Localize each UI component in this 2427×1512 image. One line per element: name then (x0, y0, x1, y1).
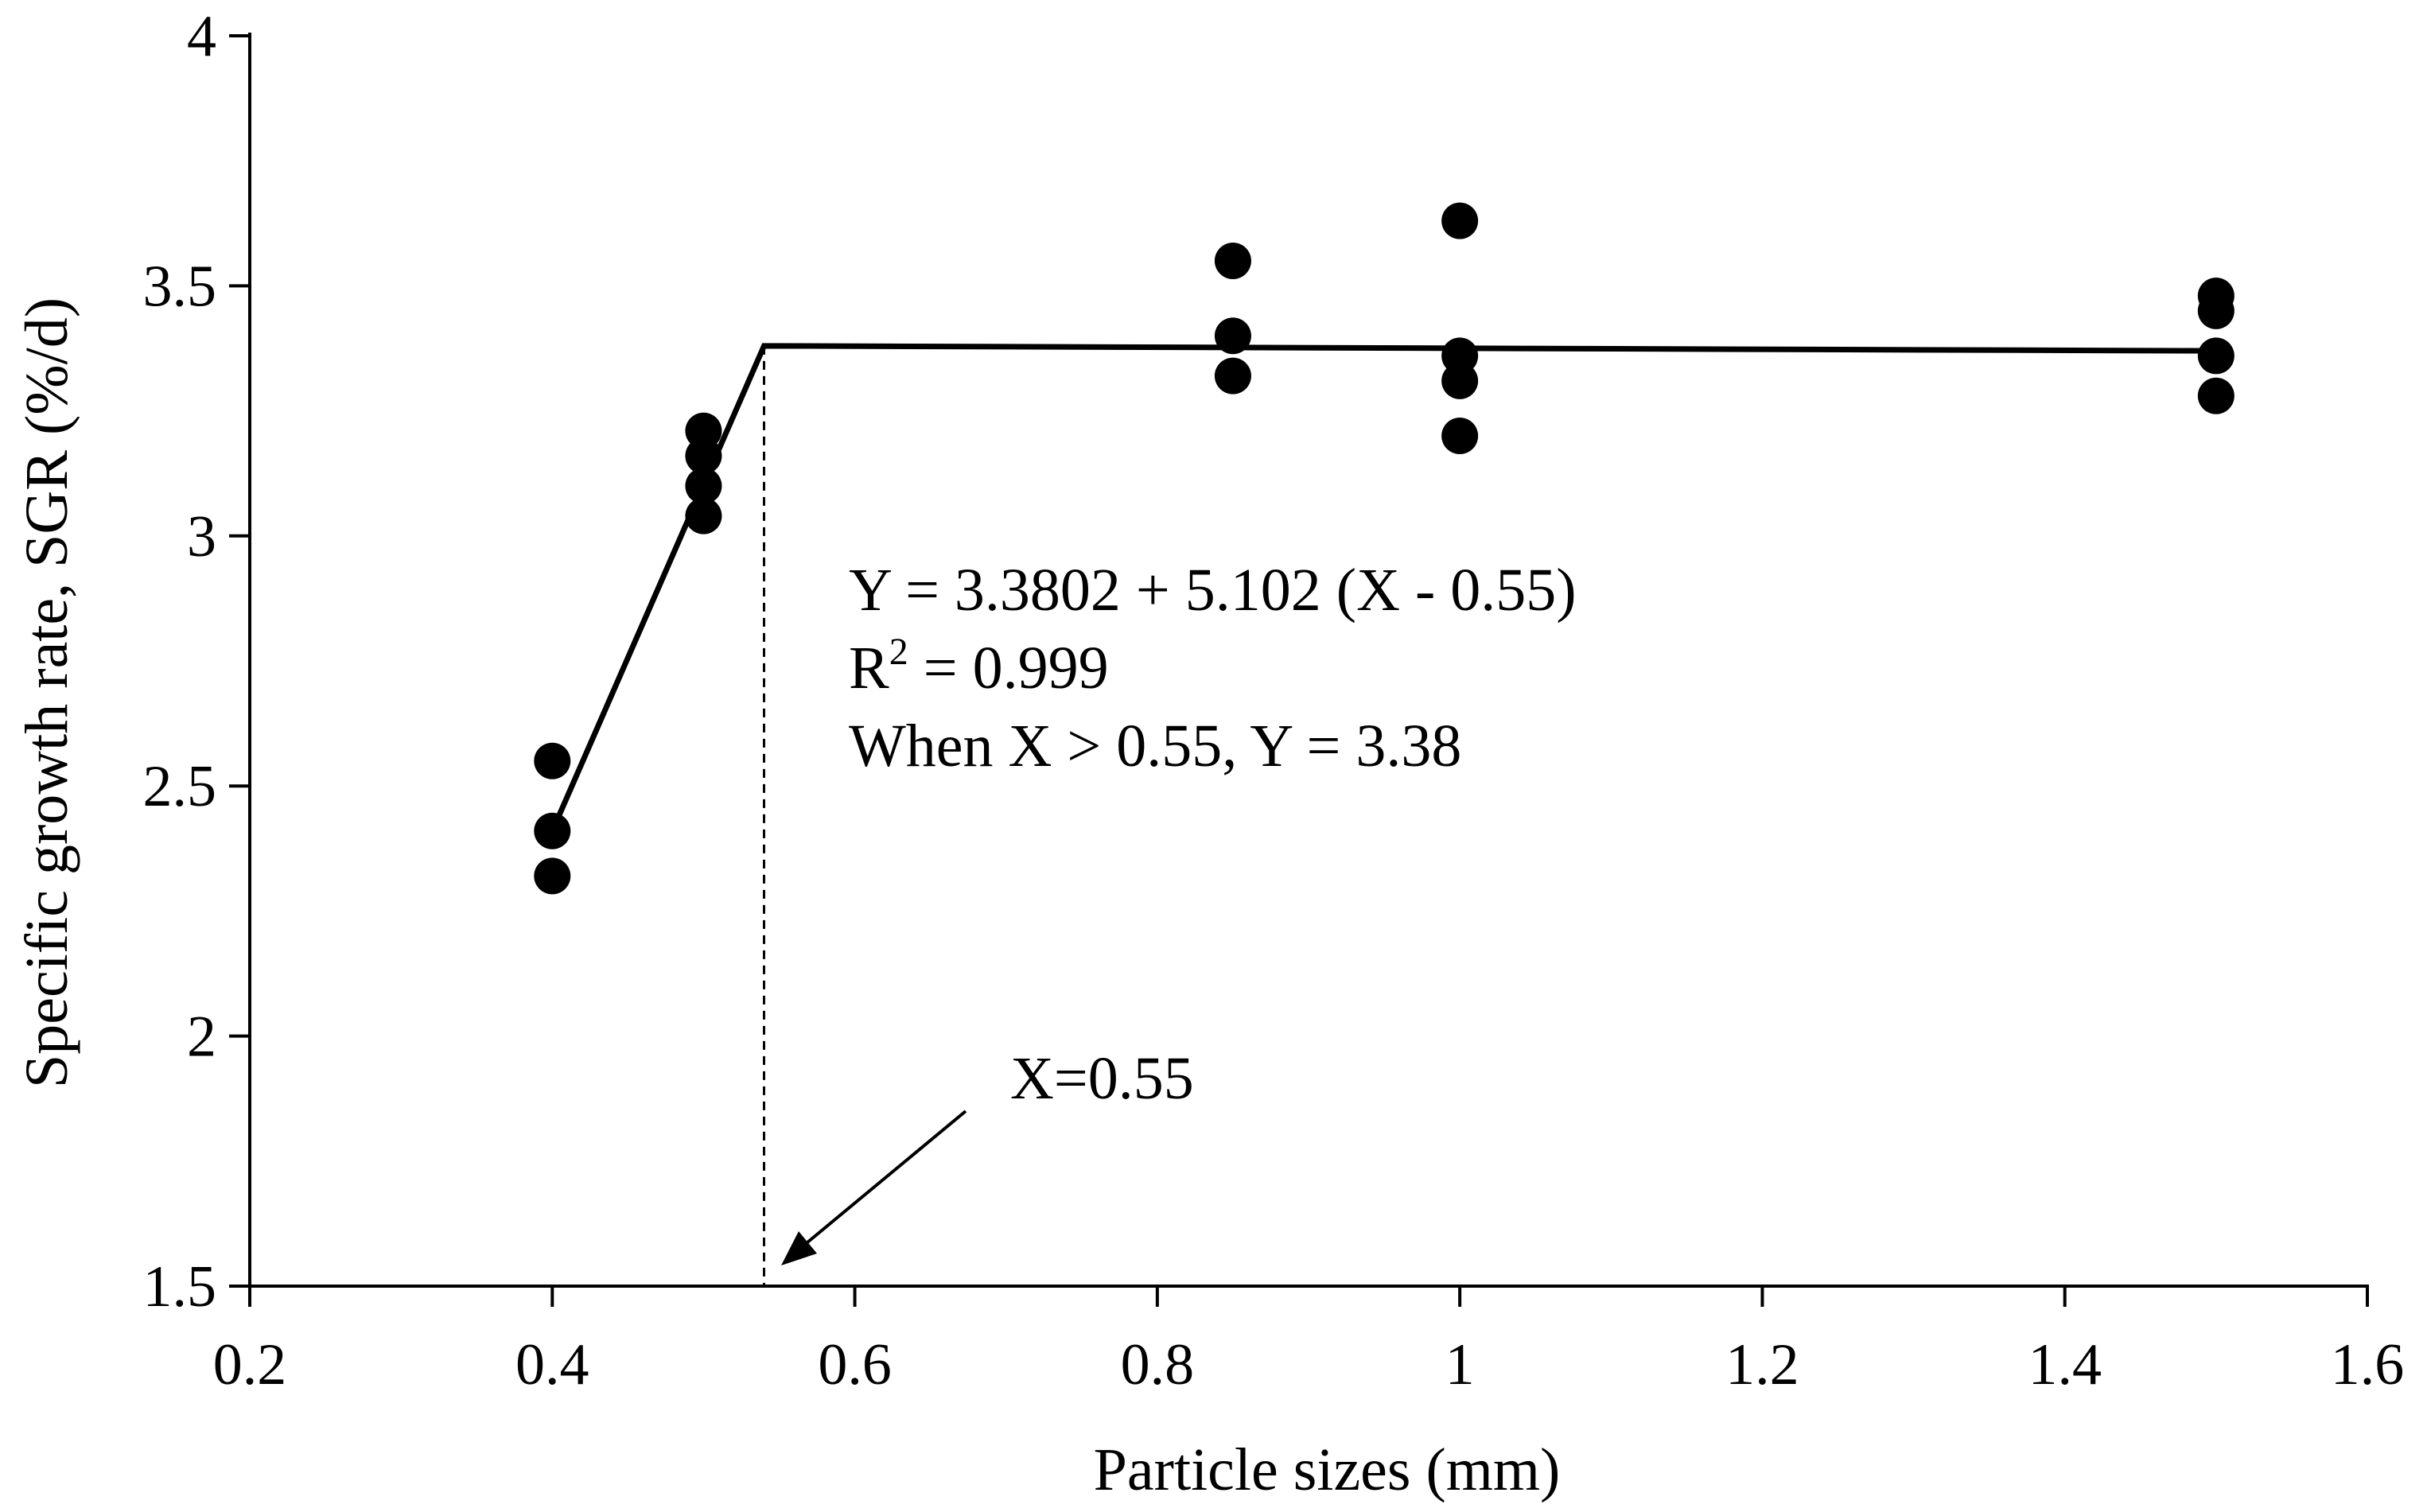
data-point (685, 497, 722, 534)
r-squared-superscript: 2 (889, 631, 908, 673)
y-tick-label: 2 (187, 1005, 216, 1070)
data-point (1441, 202, 1479, 239)
breakpoint-arrow-head (781, 1231, 817, 1265)
x-tick-label: 1.2 (1725, 1332, 1799, 1397)
y-tick-label: 1.5 (143, 1254, 217, 1320)
fit-line-group (550, 343, 2216, 1286)
data-point (2197, 292, 2234, 329)
x-tick-label: 0.4 (515, 1332, 589, 1397)
data-point (534, 742, 571, 779)
data-point (534, 857, 571, 895)
x-tick-label: 1.6 (2331, 1332, 2405, 1397)
y-tick-label: 3.5 (143, 254, 217, 319)
breakpoint-label: X=0.55 (1010, 1045, 1194, 1112)
equation-text: Y = 3.3802 + 5.102 (X - 0.55) (849, 557, 1577, 624)
x-tick-label: 0.8 (1121, 1332, 1195, 1397)
data-point (1441, 337, 1479, 375)
data-point (1214, 317, 1251, 355)
r-squared-text: R2 = 0.999 (849, 631, 1109, 702)
data-point (685, 412, 722, 449)
x-tick-label: 1 (1445, 1332, 1475, 1397)
breakpoint-arrow-shaft (806, 1110, 967, 1244)
data-point (1441, 362, 1479, 399)
y-axis-title: Specific growth rate, SGR (%/d) (14, 297, 80, 1088)
y-tick-label: 2.5 (143, 754, 217, 819)
x-tick-label: 0.6 (818, 1332, 892, 1397)
data-points (534, 202, 2234, 895)
x-axis-title: Particle sizes (mm) (1094, 1436, 1561, 1503)
data-point (685, 437, 722, 475)
data-point (1441, 418, 1479, 455)
condition-text: When X > 0.55, Y = 3.38 (849, 713, 1461, 779)
data-point (685, 467, 722, 504)
y-tick-label: 4 (187, 4, 216, 69)
data-point (534, 812, 571, 849)
r-squared-value: = 0.999 (908, 635, 1109, 702)
data-point (2197, 377, 2234, 414)
axes: 1.5 2 2.5 3 3.5 4 0.2 0.4 0.6 0.8 1 1.2 1.4 1.6 (143, 4, 2405, 1397)
x-tick-label: 0.2 (213, 1332, 287, 1397)
r-squared-symbol: R (849, 635, 889, 702)
data-point (1214, 242, 1251, 279)
data-point (1214, 357, 1251, 395)
data-point (2197, 337, 2234, 375)
x-tick-label: 1.4 (2028, 1332, 2102, 1397)
y-tick-label: 3 (187, 504, 216, 569)
